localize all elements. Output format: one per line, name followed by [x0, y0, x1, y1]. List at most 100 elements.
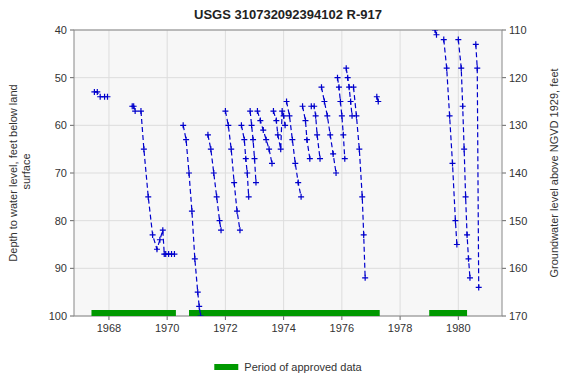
data-point [231, 180, 237, 186]
data-point [217, 218, 223, 224]
depth-line [458, 40, 470, 278]
data-point [304, 137, 310, 143]
data-point [334, 75, 340, 81]
data-point [241, 137, 247, 143]
data-point [249, 122, 255, 128]
data-point [433, 32, 439, 38]
y2-axis-label: Groundwater level above NGVD 1929, feet [548, 68, 560, 277]
data-point [452, 218, 458, 224]
data-point [284, 99, 290, 105]
data-point [131, 103, 137, 109]
data-point [444, 65, 450, 71]
depth-line [257, 111, 272, 163]
data-point [476, 284, 482, 290]
data-point [460, 103, 466, 109]
depth-line [94, 92, 107, 97]
data-point [336, 84, 342, 90]
legend-label: Period of approved data [244, 361, 362, 373]
tick-mark [108, 316, 109, 320]
data-point [253, 180, 259, 186]
title: USGS 310732092394102 R-917 [194, 7, 382, 22]
data-point [225, 122, 231, 128]
data-point [353, 113, 359, 119]
depth-line [208, 135, 221, 230]
tick-label: 1976 [330, 322, 354, 334]
data-point [286, 113, 292, 119]
data-point [375, 99, 381, 105]
data-point [195, 289, 201, 295]
tick-mark [70, 220, 74, 221]
data-point [243, 156, 249, 162]
data-point [362, 275, 368, 281]
depth-line [183, 125, 200, 316]
data-point [141, 146, 147, 152]
data-point [269, 160, 275, 166]
data-point [205, 132, 211, 138]
grid-line [74, 220, 502, 221]
approved-period [429, 310, 467, 316]
depth-line [250, 111, 256, 183]
data-point [464, 232, 470, 238]
data-point [192, 256, 198, 262]
data-point [247, 108, 253, 114]
axes: 1968197019721974197619781980405060708090… [49, 24, 528, 334]
data-point [145, 194, 151, 200]
depth-line [321, 87, 336, 173]
data-point [208, 146, 214, 152]
data-point [254, 108, 260, 114]
tick-label: 60 [55, 119, 67, 131]
data-point [94, 89, 100, 95]
tick-label: 100 [49, 310, 67, 322]
data-point [157, 237, 163, 243]
data-point [292, 160, 298, 166]
tick-mark [502, 316, 506, 317]
y-axis-label: Depth to water level, feet below land su… [7, 84, 32, 261]
tick-mark [167, 316, 168, 320]
data-point [324, 113, 330, 119]
data-point [260, 127, 266, 133]
tick-mark [70, 77, 74, 78]
data-point [342, 156, 348, 162]
data-point [222, 108, 228, 114]
plot-area [74, 30, 502, 316]
tick-mark [502, 173, 506, 174]
data-point [266, 146, 272, 152]
data-point [278, 146, 284, 152]
data-point [150, 232, 156, 238]
data-point [270, 108, 276, 114]
tick-label: 110 [509, 24, 527, 36]
y-axis-label-line: surface [20, 153, 32, 192]
data-point [454, 242, 460, 248]
data-point [273, 118, 279, 124]
data-point [474, 65, 480, 71]
data-point [275, 132, 281, 138]
data-point [300, 103, 306, 109]
tick-label: 160 [509, 262, 527, 274]
data-point [317, 156, 323, 162]
data-point [432, 30, 438, 33]
depth-line [141, 111, 164, 254]
tick-label: 1980 [446, 322, 470, 334]
depth-line [241, 125, 248, 197]
data-point [196, 303, 202, 309]
depth-line [311, 106, 320, 158]
data-point [466, 256, 472, 262]
depth-line [287, 102, 302, 197]
data-point [189, 208, 195, 214]
data-point [374, 94, 380, 100]
data-point [314, 132, 320, 138]
data-point [473, 41, 479, 47]
tick-mark [400, 316, 401, 320]
data-point [132, 108, 138, 114]
data-point [330, 151, 336, 157]
data-point [282, 122, 288, 128]
data-point [279, 108, 285, 114]
tick-mark [502, 125, 506, 126]
data-point [340, 132, 346, 138]
tick-label: 150 [509, 215, 527, 227]
tick-label: 90 [55, 262, 67, 274]
tick-label: 140 [509, 167, 527, 179]
tick-mark [502, 77, 506, 78]
data-point [311, 103, 317, 109]
data-point [348, 99, 354, 105]
